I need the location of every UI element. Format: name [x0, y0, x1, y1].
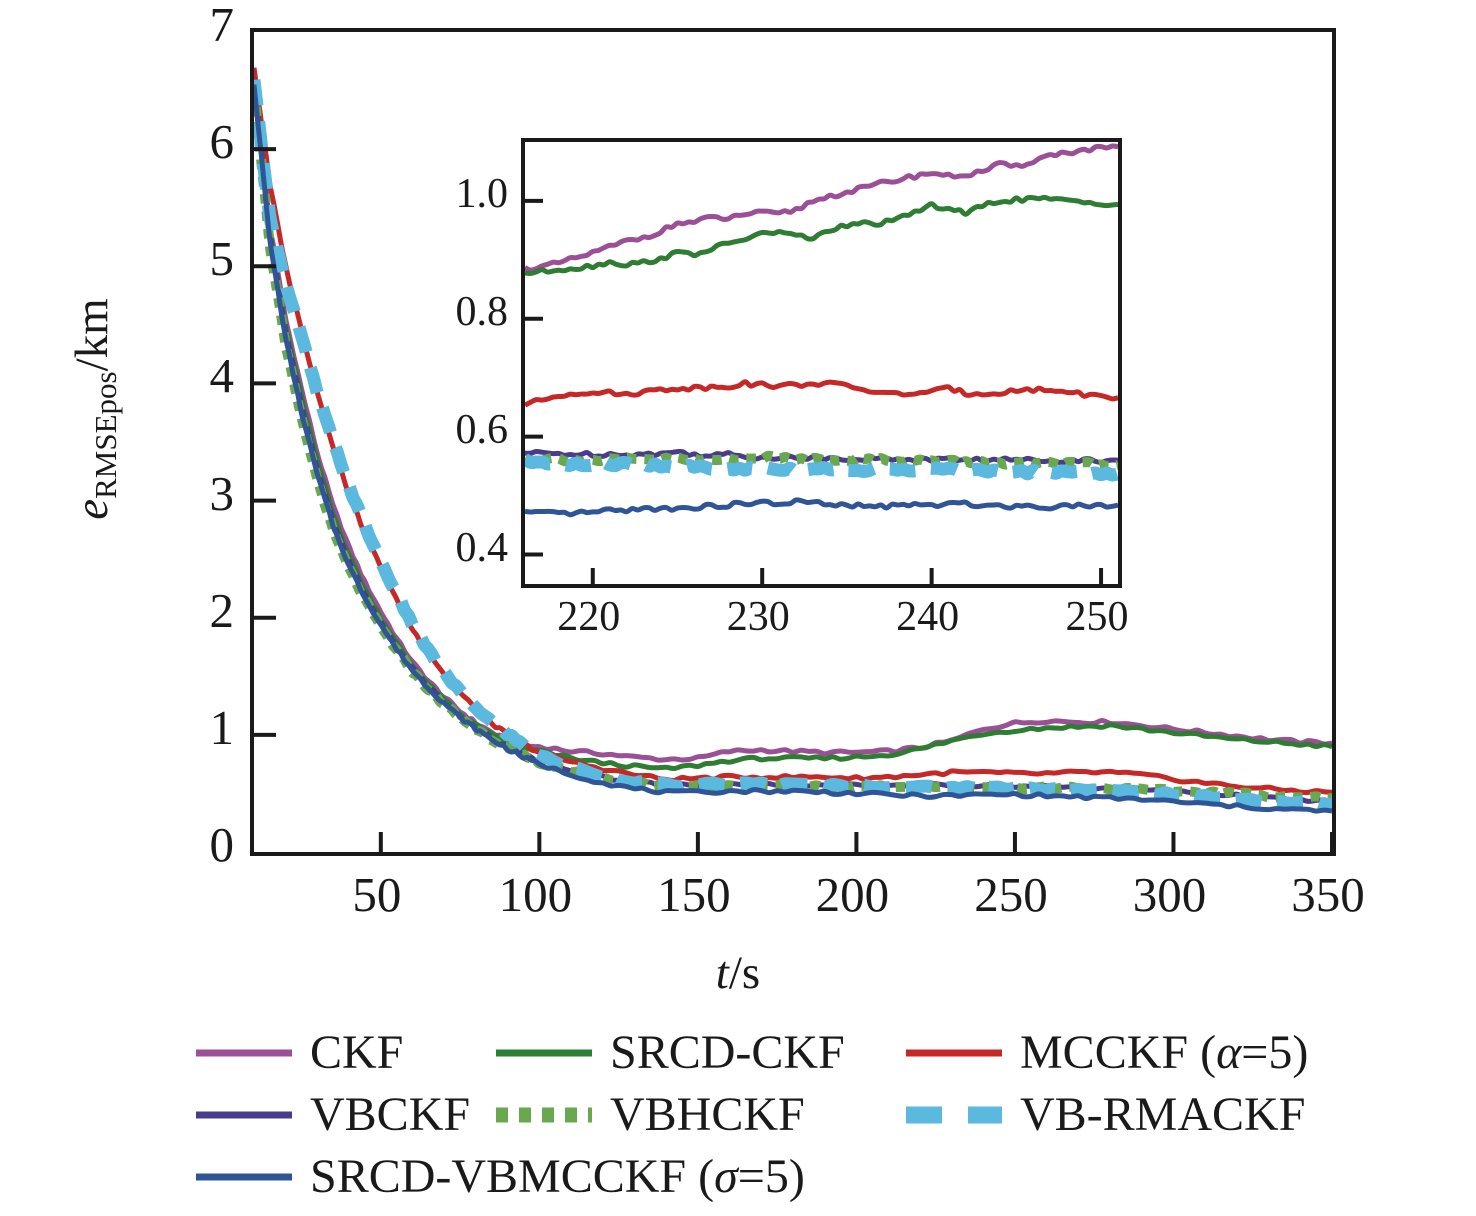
y-tick-label: 5 — [209, 231, 235, 287]
x-axis-label-text: t — [715, 947, 729, 999]
inset-tick-marks — [525, 198, 1104, 584]
main-series-line — [254, 79, 1332, 812]
inset-series-line — [525, 379, 1118, 408]
inset-x-tick-label: 230 — [726, 594, 790, 640]
inset-chart-svg — [525, 143, 1118, 584]
y-tick-label: 4 — [209, 348, 235, 404]
legend-label-srcd_vbmcckf: SRCD-VBMCCKF (σ=5) — [310, 1150, 805, 1203]
inset-y-tick-label: 1.0 — [455, 170, 509, 217]
main-chart-svg — [254, 67, 1332, 852]
inset-series-line — [525, 194, 1118, 276]
legend-label-vbckf: VBCKF — [310, 1088, 471, 1141]
legend-label-ckf: CKF — [310, 1026, 404, 1079]
inset-series-line — [525, 453, 1118, 482]
legend: CKF SRCD-CKF MCCKF (α=5) VBCKF VBHCKF VB-RMAC… — [196, 1022, 1396, 1208]
inset-y-tick-label: 0.6 — [455, 406, 509, 453]
legend-swatch-srcd_ckf-icon — [496, 1042, 592, 1064]
x-tick-label: 50 — [352, 867, 402, 922]
x-tick-label: 100 — [498, 867, 573, 922]
legend-swatch-vbhckf-icon — [496, 1104, 592, 1126]
legend-row: CKF SRCD-CKF MCCKF (α=5) — [196, 1022, 1396, 1084]
legend-row: SRCD-VBMCCKF (σ=5) — [196, 1146, 1396, 1208]
y-tick-label: 6 — [209, 114, 235, 170]
x-tick-label: 250 — [974, 867, 1048, 922]
x-tick-label: 200 — [815, 867, 890, 922]
y-tick-label: 2 — [209, 582, 235, 638]
main-tick-marks — [254, 147, 1332, 852]
legend-entry-ckf[interactable]: CKF — [196, 1022, 496, 1084]
y-axis-label: eRMSEpos/km — [65, 199, 123, 619]
legend-entry-vbhckf[interactable]: VBHCKF — [496, 1084, 906, 1146]
x-tick-label: 350 — [1291, 867, 1365, 922]
main-series-line — [254, 84, 1332, 814]
legend-entry-srcd_ckf[interactable]: SRCD-CKF — [496, 1022, 906, 1084]
x-axis-label: t/s — [715, 947, 761, 999]
legend-row: VBCKF VBHCKF VB-RMACKF — [196, 1084, 1396, 1146]
legend-swatch-mcckf-icon — [906, 1042, 1002, 1064]
legend-entry-vbckf[interactable]: VBCKF — [196, 1084, 496, 1146]
y-tick-label: 0 — [209, 817, 235, 872]
inset-y-tick-label: 0.8 — [455, 288, 509, 335]
y-tick-label: 1 — [209, 699, 235, 755]
inset-x-tick-label: 250 — [1065, 594, 1129, 640]
legend-label-vbhckf: VBHCKF — [610, 1088, 805, 1141]
y-tick-label: 3 — [209, 465, 235, 521]
legend-entry-srcd_vbmcckf[interactable]: SRCD-VBMCCKF (σ=5) — [196, 1146, 805, 1208]
inset-series-line — [525, 450, 1118, 472]
y-axis-label-subscript: RMSEpos — [88, 371, 123, 499]
legend-label-srcd_ckf: SRCD-CKF — [610, 1026, 845, 1079]
legend-swatch-ckf-icon — [196, 1042, 292, 1064]
main-series-line — [254, 85, 1332, 772]
legend-entry-vb_rmackf[interactable]: VB-RMACKF — [906, 1084, 1376, 1146]
inset-x-tick-label: 240 — [896, 594, 960, 640]
inset-series-line — [525, 497, 1118, 518]
inset-x-tick-label: 220 — [557, 594, 621, 640]
legend-swatch-srcd_vbmcckf-icon — [196, 1166, 292, 1188]
y-axis-label-symbol: e — [66, 498, 118, 520]
y-tick-label: 7 — [209, 0, 235, 52]
legend-label-mcckf: MCCKF (α=5) — [1020, 1026, 1309, 1079]
legend-swatch-vb_rmackf-icon — [906, 1104, 1002, 1126]
legend-entry-mcckf[interactable]: MCCKF (α=5) — [906, 1022, 1376, 1084]
x-tick-label: 300 — [1132, 867, 1207, 922]
legend-swatch-vbckf-icon — [196, 1104, 292, 1126]
x-tick-label: 150 — [657, 867, 731, 922]
inset-y-tick-label: 0.4 — [455, 524, 509, 571]
y-axis-label-unit: /km — [66, 298, 118, 372]
inset-plot-area — [521, 138, 1122, 588]
inset-series-line — [525, 143, 1118, 273]
main-series-line — [254, 73, 1332, 763]
legend-label-vb_rmackf: VB-RMACKF — [1020, 1088, 1306, 1141]
